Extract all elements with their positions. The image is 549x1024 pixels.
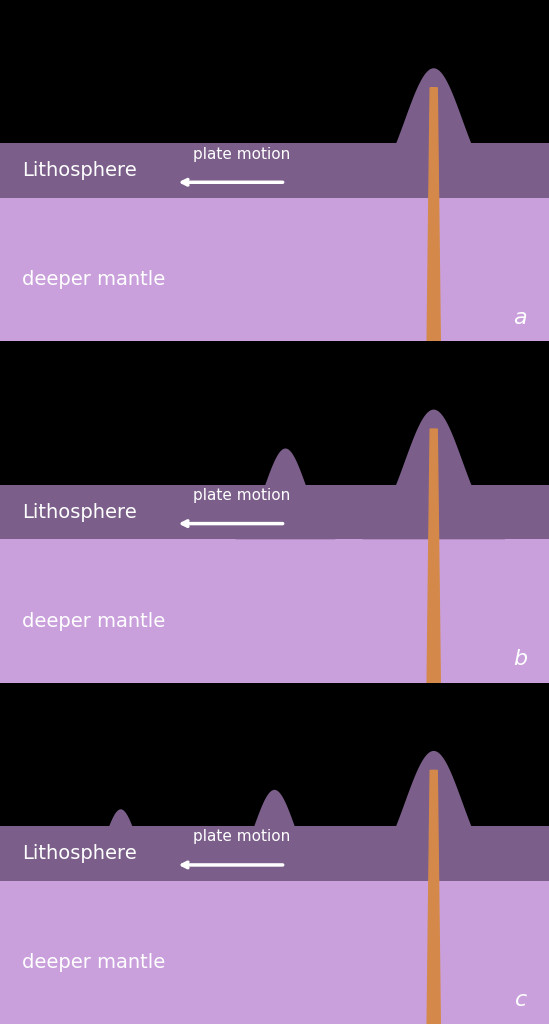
Polygon shape: [427, 770, 440, 1024]
Polygon shape: [362, 751, 505, 881]
Text: Lithosphere: Lithosphere: [22, 503, 137, 521]
Polygon shape: [362, 69, 505, 198]
Polygon shape: [429, 881, 439, 1024]
Text: c: c: [515, 990, 527, 1011]
Text: Lithosphere: Lithosphere: [22, 161, 137, 180]
Text: a: a: [513, 307, 527, 328]
Bar: [0, 826, 549, 881]
Text: plate motion: plate motion: [193, 146, 290, 162]
Polygon shape: [431, 540, 436, 683]
Polygon shape: [427, 429, 440, 683]
Bar: [0, 143, 549, 341]
Text: plate motion: plate motion: [193, 488, 290, 503]
Polygon shape: [431, 881, 436, 1024]
Polygon shape: [429, 198, 439, 341]
Polygon shape: [225, 790, 324, 881]
Text: deeper mantle: deeper mantle: [22, 270, 165, 290]
Polygon shape: [429, 540, 439, 683]
Text: deeper mantle: deeper mantle: [22, 611, 165, 631]
Polygon shape: [431, 198, 436, 341]
Text: plate motion: plate motion: [193, 829, 290, 845]
Bar: [0, 484, 549, 683]
Polygon shape: [81, 809, 160, 881]
Bar: [0, 826, 549, 1024]
Polygon shape: [236, 449, 335, 540]
Polygon shape: [427, 88, 440, 341]
Text: Lithosphere: Lithosphere: [22, 844, 137, 863]
Text: deeper mantle: deeper mantle: [22, 953, 165, 972]
Bar: [0, 484, 549, 540]
Polygon shape: [362, 410, 505, 540]
Bar: [0, 143, 549, 198]
Text: b: b: [513, 649, 527, 669]
